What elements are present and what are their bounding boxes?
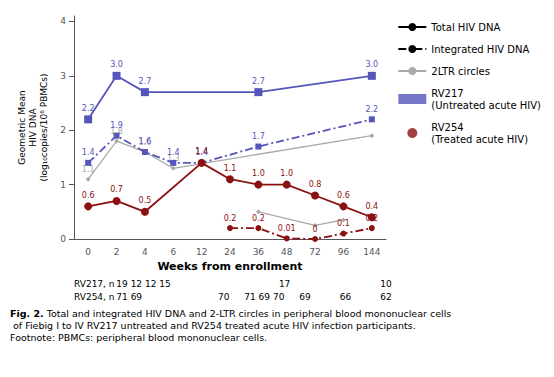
svg-text:96: 96 <box>338 247 350 257</box>
svg-text:48: 48 <box>281 247 293 257</box>
svg-text:66: 66 <box>340 292 352 302</box>
svg-text:36: 36 <box>253 247 265 257</box>
svg-text:6: 6 <box>170 247 176 257</box>
svg-text:1.0: 1.0 <box>252 169 265 178</box>
svg-text:Total and integrated HIV DNA a: Total and integrated HIV DNA and 2-LTR c… <box>44 308 452 319</box>
svg-text:24: 24 <box>224 247 236 257</box>
svg-text:0.6: 0.6 <box>82 191 95 200</box>
svg-text:0: 0 <box>85 247 91 257</box>
svg-text:2LTR circles: 2LTR circles <box>431 66 490 77</box>
svg-text:RV254: RV254 <box>431 122 463 133</box>
svg-text:70: 70 <box>218 292 230 302</box>
svg-text:Weeks from enrollment: Weeks from enrollment <box>157 260 302 273</box>
svg-text:2.7: 2.7 <box>252 77 265 86</box>
svg-text:1.7: 1.7 <box>252 132 265 141</box>
svg-text:71 69 70: 71 69 70 <box>244 292 284 302</box>
svg-text:1: 1 <box>60 180 66 190</box>
svg-text:144: 144 <box>363 247 380 257</box>
svg-text:3.0: 3.0 <box>365 60 378 69</box>
svg-text:1.0: 1.0 <box>280 169 293 178</box>
svg-text:(log₁₀copies/10⁶ PBMCs): (log₁₀copies/10⁶ PBMCs) <box>39 73 49 181</box>
svg-text:2: 2 <box>60 125 66 135</box>
svg-text:0.2: 0.2 <box>224 214 237 223</box>
svg-text:1.4: 1.4 <box>167 148 180 157</box>
svg-text:2.2: 2.2 <box>82 104 95 113</box>
svg-text:17: 17 <box>279 279 290 289</box>
svg-text:72: 72 <box>309 247 320 257</box>
svg-text:2: 2 <box>114 247 120 257</box>
svg-text:(Treated acute HIV): (Treated acute HIV) <box>431 134 528 145</box>
svg-text:1.1: 1.1 <box>224 164 237 173</box>
svg-text:0.2: 0.2 <box>252 214 265 223</box>
svg-text:69: 69 <box>299 292 311 302</box>
svg-text:RV217, n 19 12 12 15: RV217, n 19 12 12 15 <box>74 279 171 289</box>
svg-text:0.2: 0.2 <box>365 213 379 223</box>
svg-text:1.6: 1.6 <box>139 138 152 147</box>
svg-text:(Untreated acute HIV): (Untreated acute HIV) <box>431 100 541 111</box>
svg-text:3: 3 <box>60 71 66 81</box>
svg-text:10: 10 <box>380 279 392 289</box>
svg-text:0.4: 0.4 <box>365 202 378 211</box>
svg-text:0.01: 0.01 <box>278 224 296 233</box>
svg-text:3.0: 3.0 <box>110 60 123 69</box>
svg-text:Total HIV DNA: Total HIV DNA <box>430 22 500 33</box>
svg-text:Fig. 2.: Fig. 2. <box>10 308 44 319</box>
svg-text:62: 62 <box>380 292 391 302</box>
svg-text:4: 4 <box>142 247 148 257</box>
svg-text:1.9: 1.9 <box>110 121 123 130</box>
svg-text:Geometric Mean: Geometric Mean <box>17 90 27 164</box>
svg-text:Integrated HIV DNA: Integrated HIV DNA <box>431 44 529 55</box>
svg-text:RV217: RV217 <box>431 88 463 99</box>
svg-text:1.4: 1.4 <box>195 148 208 157</box>
svg-text:0.1: 0.1 <box>337 219 350 228</box>
svg-text:0: 0 <box>313 225 318 234</box>
svg-text:HIV DNA: HIV DNA <box>28 108 38 147</box>
svg-text:2.2: 2.2 <box>365 105 378 114</box>
svg-text:0.5: 0.5 <box>139 196 152 205</box>
svg-text:1.4: 1.4 <box>195 147 208 156</box>
svg-text:0: 0 <box>60 234 66 244</box>
svg-text:of Fiebig I to IV RV217 untrea: of Fiebig I to IV RV217 untreated and RV… <box>10 320 419 331</box>
svg-text:1.4: 1.4 <box>82 148 95 157</box>
svg-text:0.8: 0.8 <box>309 180 322 189</box>
svg-text:1.6: 1.6 <box>139 137 152 146</box>
svg-text:4: 4 <box>60 16 66 26</box>
svg-text:1.1: 1.1 <box>82 165 95 174</box>
svg-text:RV254, n 71 69: RV254, n 71 69 <box>74 292 142 302</box>
svg-text:12: 12 <box>196 247 207 257</box>
svg-text:0.7: 0.7 <box>110 185 123 194</box>
svg-text:0.6: 0.6 <box>337 191 350 200</box>
svg-text:Footnote: PBMCs: peripheral bl: Footnote: PBMCs: peripheral blood mononu… <box>10 332 267 343</box>
svg-text:2.7: 2.7 <box>139 77 152 86</box>
